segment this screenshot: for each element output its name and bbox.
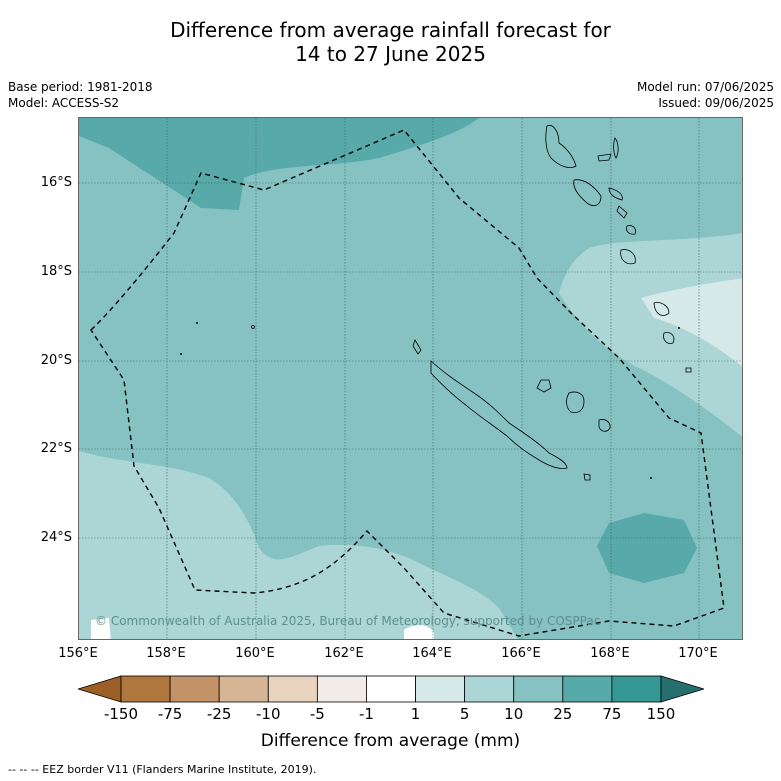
colorbar-swatch — [415, 675, 466, 703]
colorbar-swatch — [316, 675, 367, 703]
colorbar-swatch — [366, 675, 416, 703]
model-run: Model run: 07/06/2025 — [636, 80, 774, 94]
colorbar-high-extend — [660, 675, 706, 703]
colorbar-tick-label: 10 — [504, 705, 524, 723]
colorbar-tick-label: 1 — [410, 705, 421, 723]
lon-label-164e: 164°E — [412, 646, 452, 661]
colorbar-swatch — [218, 675, 269, 703]
islet-5 — [678, 327, 680, 329]
lon-label-168e: 168°E — [590, 646, 630, 661]
lon-label-160e: 160°E — [235, 646, 275, 661]
islet-3 — [196, 322, 198, 324]
lifou-island — [566, 391, 585, 413]
colorbar-tick-label: -25 — [206, 705, 232, 723]
erromango-island — [620, 249, 636, 265]
colorbar — [76, 675, 706, 707]
colorbar-swatch — [464, 675, 515, 703]
ambae-island — [597, 153, 612, 162]
lat-label-20s: 20°S — [40, 353, 72, 368]
lon-label-158e: 158°E — [146, 646, 186, 661]
anomaly-region-5-10-northeast — [559, 233, 742, 437]
model-name: Model: ACCESS-S2 — [8, 96, 120, 110]
eez-border — [90, 129, 725, 637]
anomaly-region-25-75-north — [79, 118, 479, 210]
colorbar-swatch — [513, 675, 564, 703]
isle-of-pines — [583, 473, 591, 481]
lon-label-156e: 156°E — [58, 646, 98, 661]
new-caledonia-island — [430, 360, 568, 469]
colorbar-swatch — [562, 675, 613, 703]
epi-island — [616, 205, 628, 219]
map-gridlines — [79, 118, 742, 639]
colorbar-tick-label: 25 — [553, 705, 573, 723]
lat-label-22s: 22°S — [40, 441, 72, 456]
ouvea-island — [536, 379, 552, 393]
colorbar-tick-label: -1 — [358, 705, 374, 723]
islet-4 — [650, 477, 652, 479]
lon-label-162e: 162°E — [324, 646, 364, 661]
anomaly-region-near-zero-west — [91, 618, 111, 639]
lat-label-18s: 18°S — [40, 264, 72, 279]
meta-right: Model run: 07/06/2025 Issued: 09/06/2025 — [637, 79, 774, 111]
colorbar-tick-label: -5 — [309, 705, 325, 723]
islet-1 — [251, 325, 255, 329]
anomaly-region-5-10-southwest — [79, 451, 518, 639]
islet-2 — [180, 353, 182, 355]
colorbar-tick-label: -150 — [103, 705, 139, 723]
espiritu-santo-island — [545, 125, 577, 168]
mare-island — [598, 419, 611, 432]
colorbar-tick-label: -75 — [157, 705, 183, 723]
issued-date: Issued: 09/06/2025 — [658, 96, 774, 110]
aneityum-island — [663, 332, 675, 344]
colorbar-swatch — [611, 675, 662, 703]
title-line-1: Difference from average rainfall forecas… — [170, 18, 611, 42]
title-line-2: 14 to 27 June 2025 — [295, 42, 486, 66]
efate-island — [626, 225, 636, 235]
colorbar-tick-label: 5 — [459, 705, 470, 723]
chart-title: Difference from average rainfall forecas… — [0, 18, 781, 66]
copyright-notice: © Commonwealth of Australia 2025, Bureau… — [95, 614, 601, 628]
tanna-island — [653, 302, 670, 316]
meta-left: Base period: 1981-2018 Model: ACCESS-S2 — [8, 79, 153, 111]
lat-label-16s: 16°S — [40, 175, 72, 190]
colorbar-label: Difference from average (mm) — [260, 731, 521, 751]
colorbar-swatch — [120, 675, 171, 703]
maewo-island — [613, 137, 619, 159]
map-panel — [78, 117, 743, 640]
rainfall-map — [79, 118, 742, 639]
malekula-island — [573, 179, 602, 207]
matthew-island — [685, 367, 692, 373]
colorbar-tick-label: 150 — [646, 705, 676, 723]
colorbar-swatch — [169, 675, 220, 703]
lon-label-170e: 170°E — [678, 646, 718, 661]
colorbar-tick-label: 75 — [602, 705, 622, 723]
base-period: Base period: 1981-2018 — [8, 80, 153, 94]
anomaly-region-1-5-northeast — [641, 278, 742, 367]
eez-footnote: -- -- -- EEZ border V11 (Flanders Marine… — [8, 763, 317, 776]
colorbar-low-extend — [76, 675, 122, 703]
lon-label-166e: 166°E — [501, 646, 541, 661]
lat-label-24s: 24°S — [40, 530, 72, 545]
colorbar-swatch — [267, 675, 318, 703]
ambrym-island — [608, 187, 623, 201]
belep-islands — [412, 339, 422, 355]
anomaly-region-25-75-southeast — [597, 513, 697, 583]
colorbar-swatches — [76, 675, 706, 703]
colorbar-tick-label: -10 — [256, 705, 281, 723]
anomaly-region-near-zero — [404, 625, 434, 639]
